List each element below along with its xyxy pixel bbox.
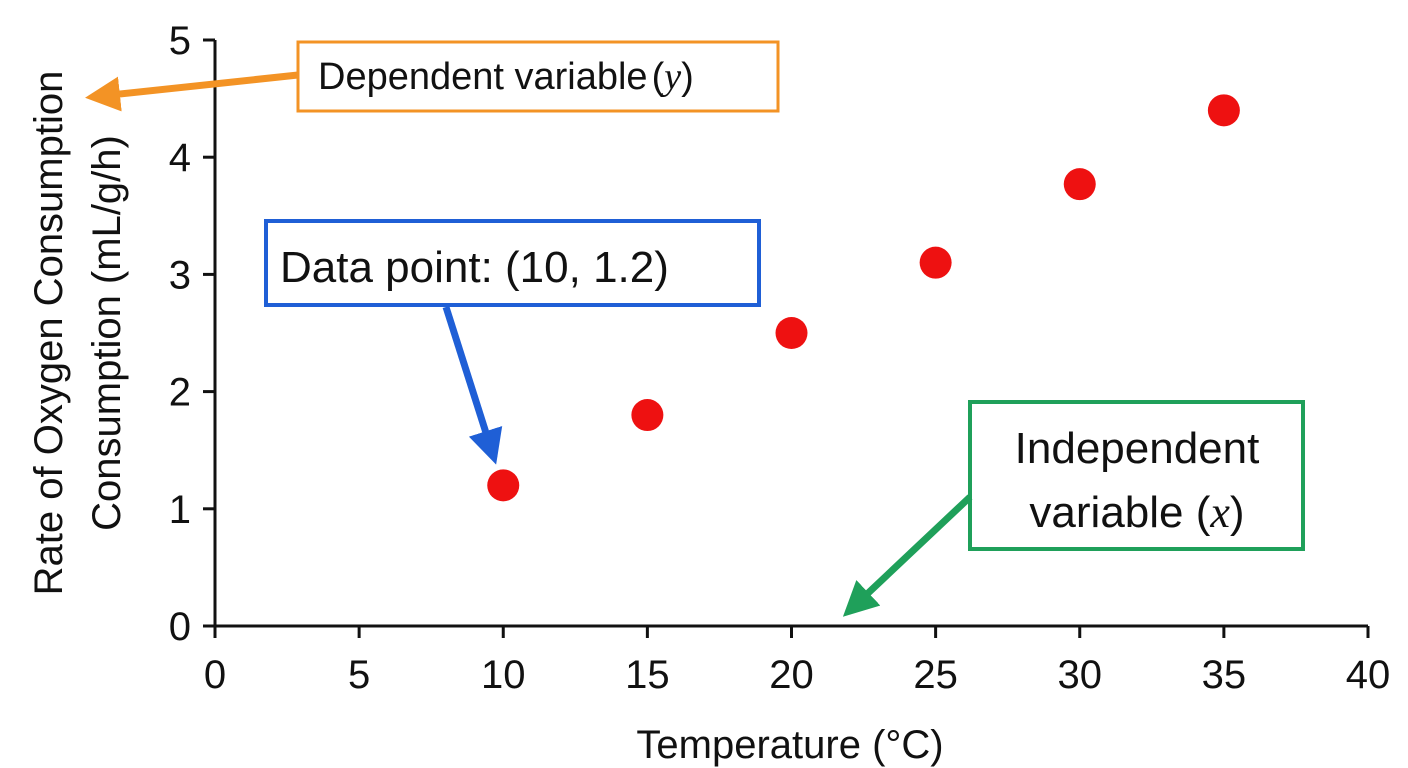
x-tick-label-8: 40 [1346,653,1391,697]
dependent-variable-open: ( [652,56,665,98]
x-tick-label-1: 5 [348,653,370,697]
y-axis-title-line2: Consumption (mL/g/h) [85,135,129,531]
x-tick-label-3: 15 [625,653,670,697]
dependent-variable-symbol: y [660,56,681,98]
data-point-arrow [442,305,503,465]
y-tick-label-5: 5 [169,19,191,63]
data-point-1 [631,399,664,432]
dependent-variable-arrow [85,71,299,112]
dependent-variable-close: ) [681,56,694,98]
y-axis-title-line1: Rate of Oxygen Consumption [27,71,71,596]
x-tick-label-4: 20 [769,653,814,697]
dependent-variable-annotation: Dependent variable (y) [85,40,780,113]
x-ticks: 0 5 10 15 20 25 30 35 40 [204,626,1390,697]
data-point-0 [487,469,520,502]
independent-variable-close: ) [1230,488,1245,537]
independent-variable-line1: Independent [1015,424,1260,473]
data-point-4 [1063,168,1096,201]
x-tick-label-0: 0 [204,653,226,697]
dependent-variable-label: Dependent variable (y) [318,56,694,98]
x-tick-label-5: 25 [913,653,958,697]
independent-variable-annotation: Independent variable (x) [842,400,1305,617]
data-point-5 [1207,94,1240,127]
x-tick-label-6: 30 [1058,653,1103,697]
y-tick-label-2: 2 [169,371,191,415]
y-tick-label-0: 0 [169,605,191,649]
independent-variable-arrow [842,494,973,617]
x-axis-title: Temperature (°C) [636,723,943,767]
data-point-label: Data point: (10, 1.2) [280,243,669,292]
data-points [487,94,1240,502]
x-tick-label-2: 10 [481,653,526,697]
y-tick-label-3: 3 [169,253,191,297]
independent-variable-symbol: x [1209,488,1230,537]
independent-variable-line2: variable (x) [1029,488,1244,537]
data-point-annotation: Data point: (10, 1.2) [264,219,761,465]
y-axis-title: Rate of Oxygen Consumption Consumption (… [27,71,129,596]
y-ticks: 0 1 2 3 4 5 [169,19,215,649]
data-point-3 [919,246,952,279]
data-point-box [264,219,761,307]
independent-variable-text: variable ( [1029,488,1210,537]
independent-variable-box [968,400,1305,551]
data-point-2 [775,317,808,349]
dependent-variable-text: Dependent variable [318,56,648,98]
x-tick-label-7: 35 [1202,653,1247,697]
y-tick-label-1: 1 [169,488,191,532]
y-tick-label-4: 4 [169,136,191,180]
